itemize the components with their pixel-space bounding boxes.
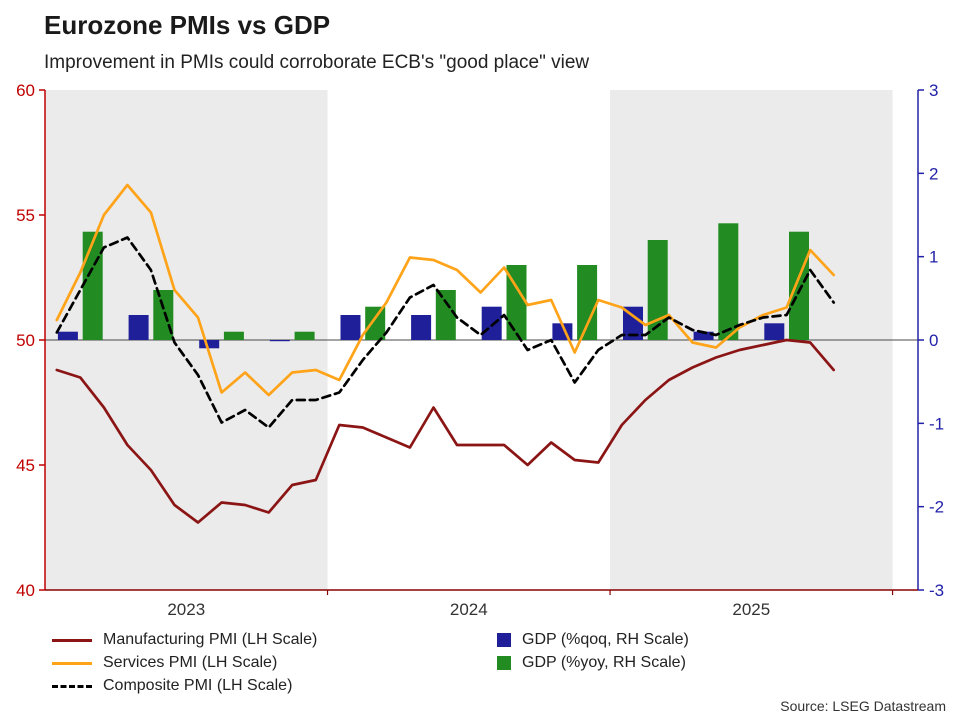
gdp-qoq-bar xyxy=(411,315,432,340)
gdp-qoq-bar xyxy=(481,306,502,340)
manufacturing-pmi-line xyxy=(55,338,836,524)
legend-bars: GDP (%qoq, RH Scale) GDP (%yoy, RH Scale… xyxy=(497,631,689,671)
svg-text:60: 60 xyxy=(16,81,35,100)
gdp-qoq-bar xyxy=(623,306,643,340)
gdp-yoy-bar xyxy=(647,240,668,340)
gdp-yoy-bar xyxy=(789,231,809,340)
right-axis: 3 2 1 0 -1 -2 -3 xyxy=(917,81,944,600)
svg-text:40: 40 xyxy=(16,581,35,600)
legend-item-gdp-yoy: GDP (%yoy, RH Scale) xyxy=(497,654,689,671)
gdp-yoy-bar-swatch xyxy=(497,656,511,670)
svg-text:-3: -3 xyxy=(929,581,944,600)
gdp-qoq-bar-swatch xyxy=(497,633,511,647)
composite-pmi-line xyxy=(55,236,836,429)
left-axis: 60 55 50 45 40 xyxy=(16,81,46,600)
svg-text:1: 1 xyxy=(929,248,938,267)
pmi-gdp-chart: 60 55 50 45 40 3 2 1 0 -1 -2 -3 2023 2024 2025 xyxy=(16,81,944,619)
composite-dashed-line-swatch xyxy=(52,684,92,688)
source-note: Source: LSEG Datastream xyxy=(780,698,946,714)
gdp-yoy-bar xyxy=(82,231,103,340)
services-pmi-line xyxy=(55,183,836,397)
legend-label: Services PMI (LH Scale) xyxy=(103,654,278,671)
services-line-swatch xyxy=(52,661,92,665)
gdp-yoy-bar xyxy=(577,265,598,340)
gdp-bars xyxy=(57,223,809,349)
svg-text:2023: 2023 xyxy=(167,600,205,619)
svg-text:3: 3 xyxy=(929,81,938,100)
x-axis: 2023 2024 2025 xyxy=(45,589,918,619)
gdp-qoq-bar xyxy=(199,340,220,349)
svg-text:2025: 2025 xyxy=(732,600,770,619)
gdp-qoq-bar xyxy=(340,315,361,340)
gdp-yoy-bar xyxy=(223,331,244,340)
svg-text:0: 0 xyxy=(929,331,938,350)
gdp-yoy-bar xyxy=(365,306,386,340)
legend-label: GDP (%yoy, RH Scale) xyxy=(522,654,686,671)
legend-label: GDP (%qoq, RH Scale) xyxy=(522,631,689,648)
legend-item-composite-pmi: Composite PMI (LH Scale) xyxy=(52,677,317,694)
gdp-qoq-bar xyxy=(128,315,149,340)
svg-text:2: 2 xyxy=(929,164,938,183)
legend-item-services-pmi: Services PMI (LH Scale) xyxy=(52,654,317,671)
svg-text:45: 45 xyxy=(16,456,35,475)
legend-lines: Manufacturing PMI (LH Scale) Services PM… xyxy=(52,631,318,694)
gdp-yoy-bar xyxy=(294,331,315,340)
gdp-yoy-bar xyxy=(435,290,456,340)
gdp-qoq-bar xyxy=(269,340,290,342)
legend-label: Composite PMI (LH Scale) xyxy=(103,677,293,694)
gdp-yoy-bar xyxy=(506,265,527,340)
gdp-qoq-bar xyxy=(764,323,785,340)
svg-text:-1: -1 xyxy=(929,414,944,433)
page-subtitle: Improvement in PMIs could corroborate EC… xyxy=(44,52,590,73)
legend-label: Manufacturing PMI (LH Scale) xyxy=(103,631,318,648)
svg-text:50: 50 xyxy=(16,331,35,350)
manufacturing-line-swatch xyxy=(52,638,92,642)
svg-text:-2: -2 xyxy=(929,498,944,517)
legend-item-gdp-qoq: GDP (%qoq, RH Scale) xyxy=(497,631,689,648)
page-title: Eurozone PMIs vs GDP xyxy=(44,10,331,40)
svg-text:2024: 2024 xyxy=(450,600,488,619)
legend-item-manufacturing-pmi: Manufacturing PMI (LH Scale) xyxy=(52,631,318,648)
gdp-qoq-bar xyxy=(57,331,78,340)
gdp-qoq-bar xyxy=(693,331,714,340)
gdp-yoy-bar xyxy=(718,223,739,340)
svg-text:55: 55 xyxy=(16,206,35,225)
